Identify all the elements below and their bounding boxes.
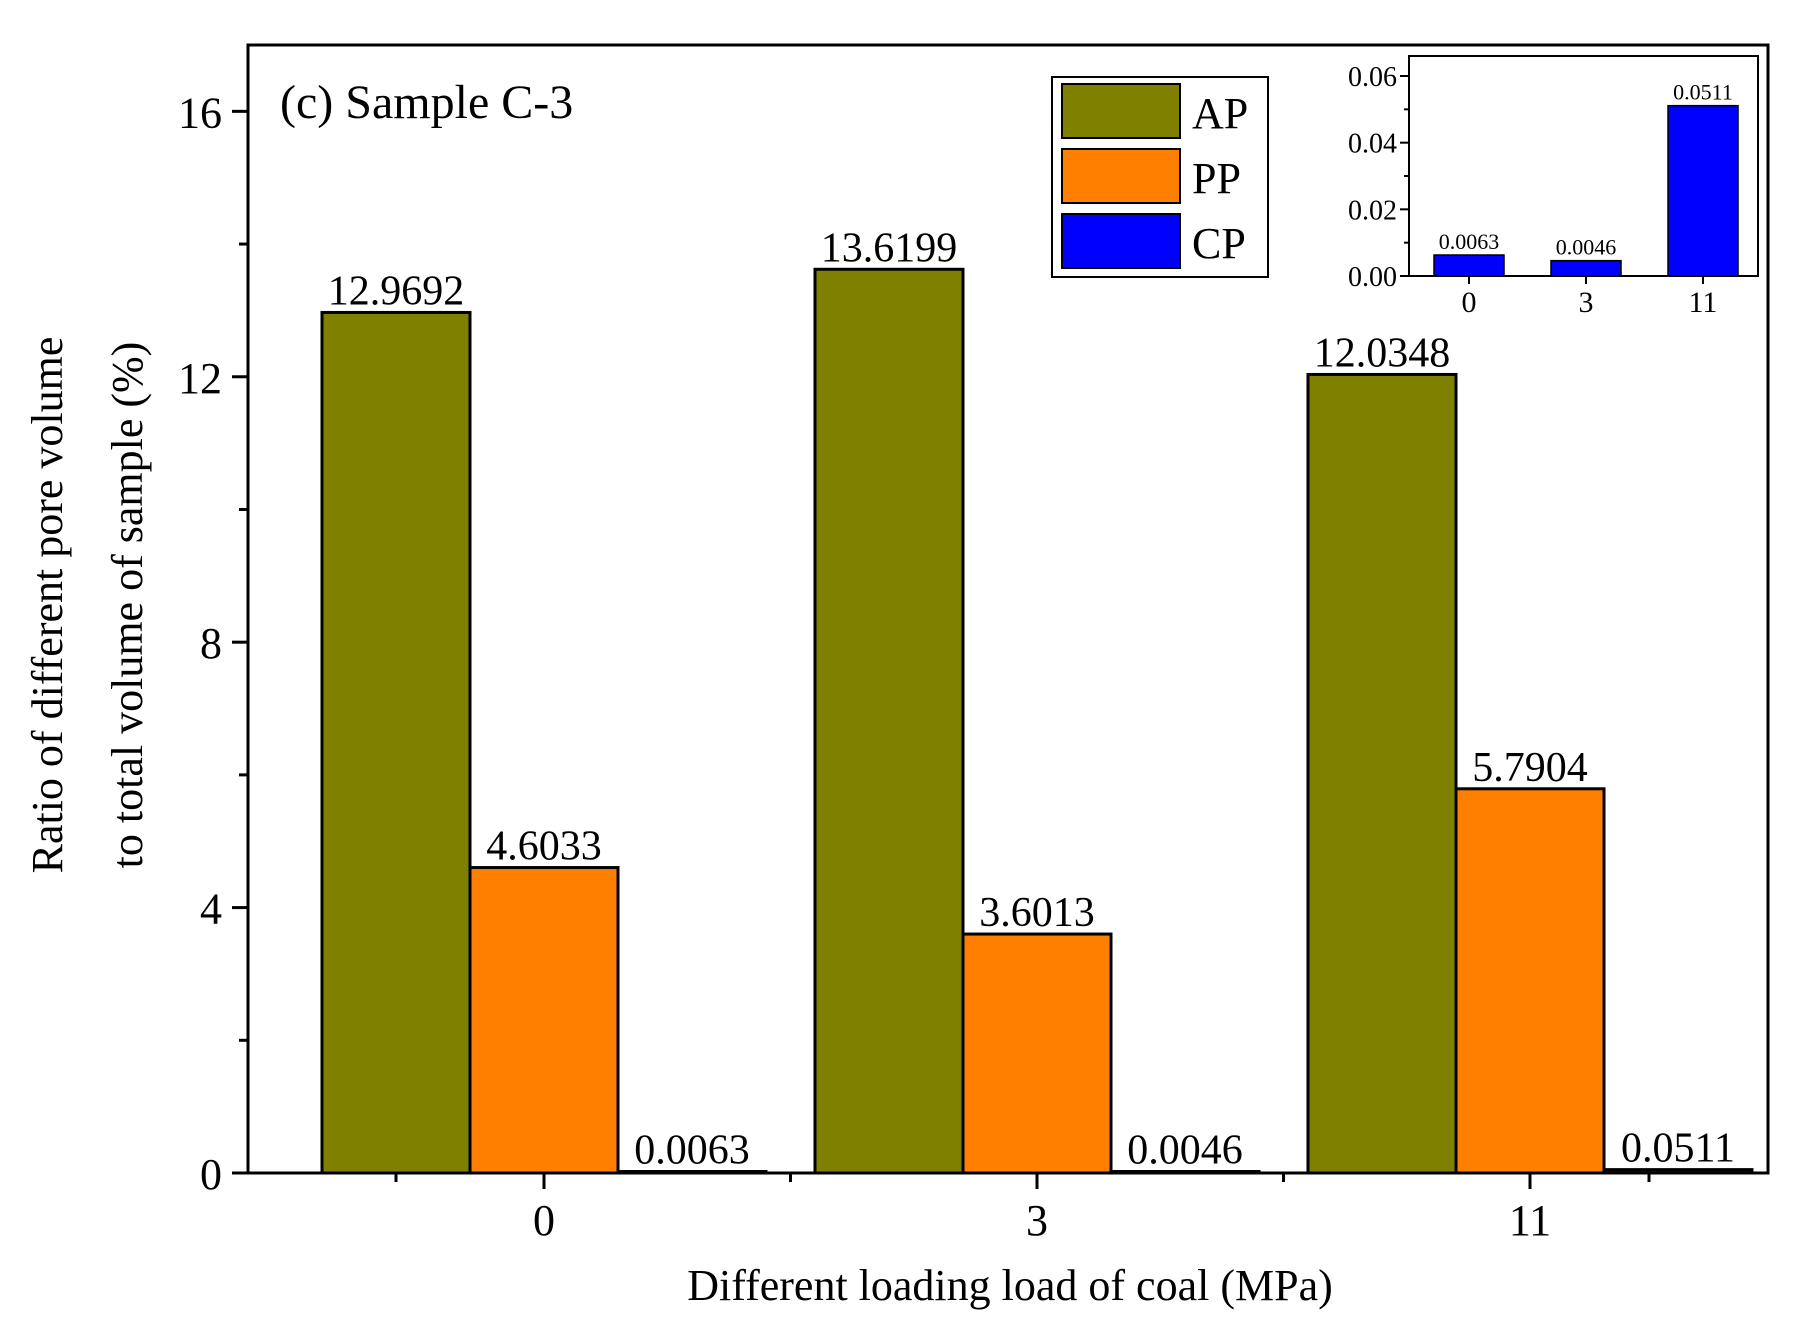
inset-bar-labels: 0.0063 0.0046 0.0511 <box>1439 80 1733 260</box>
x-tick-label: 3 <box>1026 1196 1048 1245</box>
bar-value-label-cp-11: 0.0511 <box>1621 1126 1735 1172</box>
inset-bar-11 <box>1667 104 1739 277</box>
inset-x-tick-label: 11 <box>1689 286 1718 319</box>
inset-x-tick-label: 0 <box>1462 286 1477 319</box>
inset-bar-value-label: 0.0063 <box>1439 229 1500 254</box>
bar-ap-0 <box>320 310 472 1175</box>
inset-y-tick-label: 0.06 <box>1348 62 1397 93</box>
main-bar-labels: 12.9692 13.6199 12.0348 4.6033 3.6013 5.7904 0… <box>328 225 1735 1173</box>
legend-swatch-ap <box>1061 83 1181 139</box>
inset-y-tick-label: 0.04 <box>1348 129 1397 160</box>
y-tick-label: 16 <box>178 88 222 137</box>
bar-value-label-pp-11: 5.7904 <box>1472 745 1588 791</box>
y-tick-label: 0 <box>200 1150 222 1199</box>
legend-label-ap: AP <box>1192 89 1248 138</box>
bar-pp-11 <box>1454 787 1606 1175</box>
inset-bar-value-label: 0.0046 <box>1556 235 1617 260</box>
x-axis-label: Different loading load of coal (MPa) <box>687 1261 1333 1310</box>
x-tick-label: 11 <box>1509 1196 1551 1245</box>
y-axis-label-line1: Ratio of different pore volume <box>23 337 72 874</box>
legend-swatch-cp <box>1061 213 1181 269</box>
bar-ap-11 <box>1306 372 1458 1175</box>
bar-value-label-pp-0: 4.6033 <box>486 824 602 870</box>
x-tick-label: 0 <box>533 1196 555 1245</box>
inset-y-tick-label: 0.00 <box>1348 262 1397 293</box>
inset-frame <box>1408 55 1759 277</box>
inset-bar-3 <box>1550 259 1622 277</box>
main-bars <box>320 267 1754 1175</box>
bar-value-label-cp-3: 0.0046 <box>1127 1128 1243 1174</box>
bar-value-label-pp-3: 3.6013 <box>979 890 1095 936</box>
y-tick-label: 8 <box>200 619 222 668</box>
inset-y-tick-label: 0.02 <box>1348 195 1397 226</box>
y-axis-label-line2: to total volume of sample (%) <box>103 342 152 869</box>
bar-pp-3 <box>961 932 1113 1175</box>
legend: AP PP CP <box>1051 76 1269 278</box>
main-axes: 0 4 8 12 16 0 3 11 <box>178 43 1770 1245</box>
inset-axes: 0.00 0.02 0.04 0.06 0 3 11 <box>1348 55 1759 319</box>
legend-label-cp: CP <box>1192 219 1246 268</box>
bar-pp-0 <box>468 866 620 1175</box>
plot-frame <box>246 43 1770 1175</box>
bar-value-label-ap-3: 13.6199 <box>821 225 958 271</box>
y-tick-label: 4 <box>200 885 222 934</box>
y-tick-label: 12 <box>178 354 222 403</box>
legend-swatch-pp <box>1061 148 1181 204</box>
inset-bars <box>1409 56 1758 277</box>
inset-bar-0 <box>1433 254 1505 277</box>
inset-bar-value-label: 0.0511 <box>1673 80 1733 105</box>
legend-label-pp: PP <box>1192 154 1241 203</box>
bar-value-label-ap-0: 12.9692 <box>328 268 465 314</box>
bar-ap-3 <box>813 267 965 1175</box>
chart-title: (c) Sample C-3 <box>280 76 573 129</box>
bar-value-label-cp-0: 0.0063 <box>634 1128 750 1174</box>
inset-x-tick-label: 3 <box>1579 286 1594 319</box>
bar-value-label-ap-11: 12.0348 <box>1314 330 1451 376</box>
